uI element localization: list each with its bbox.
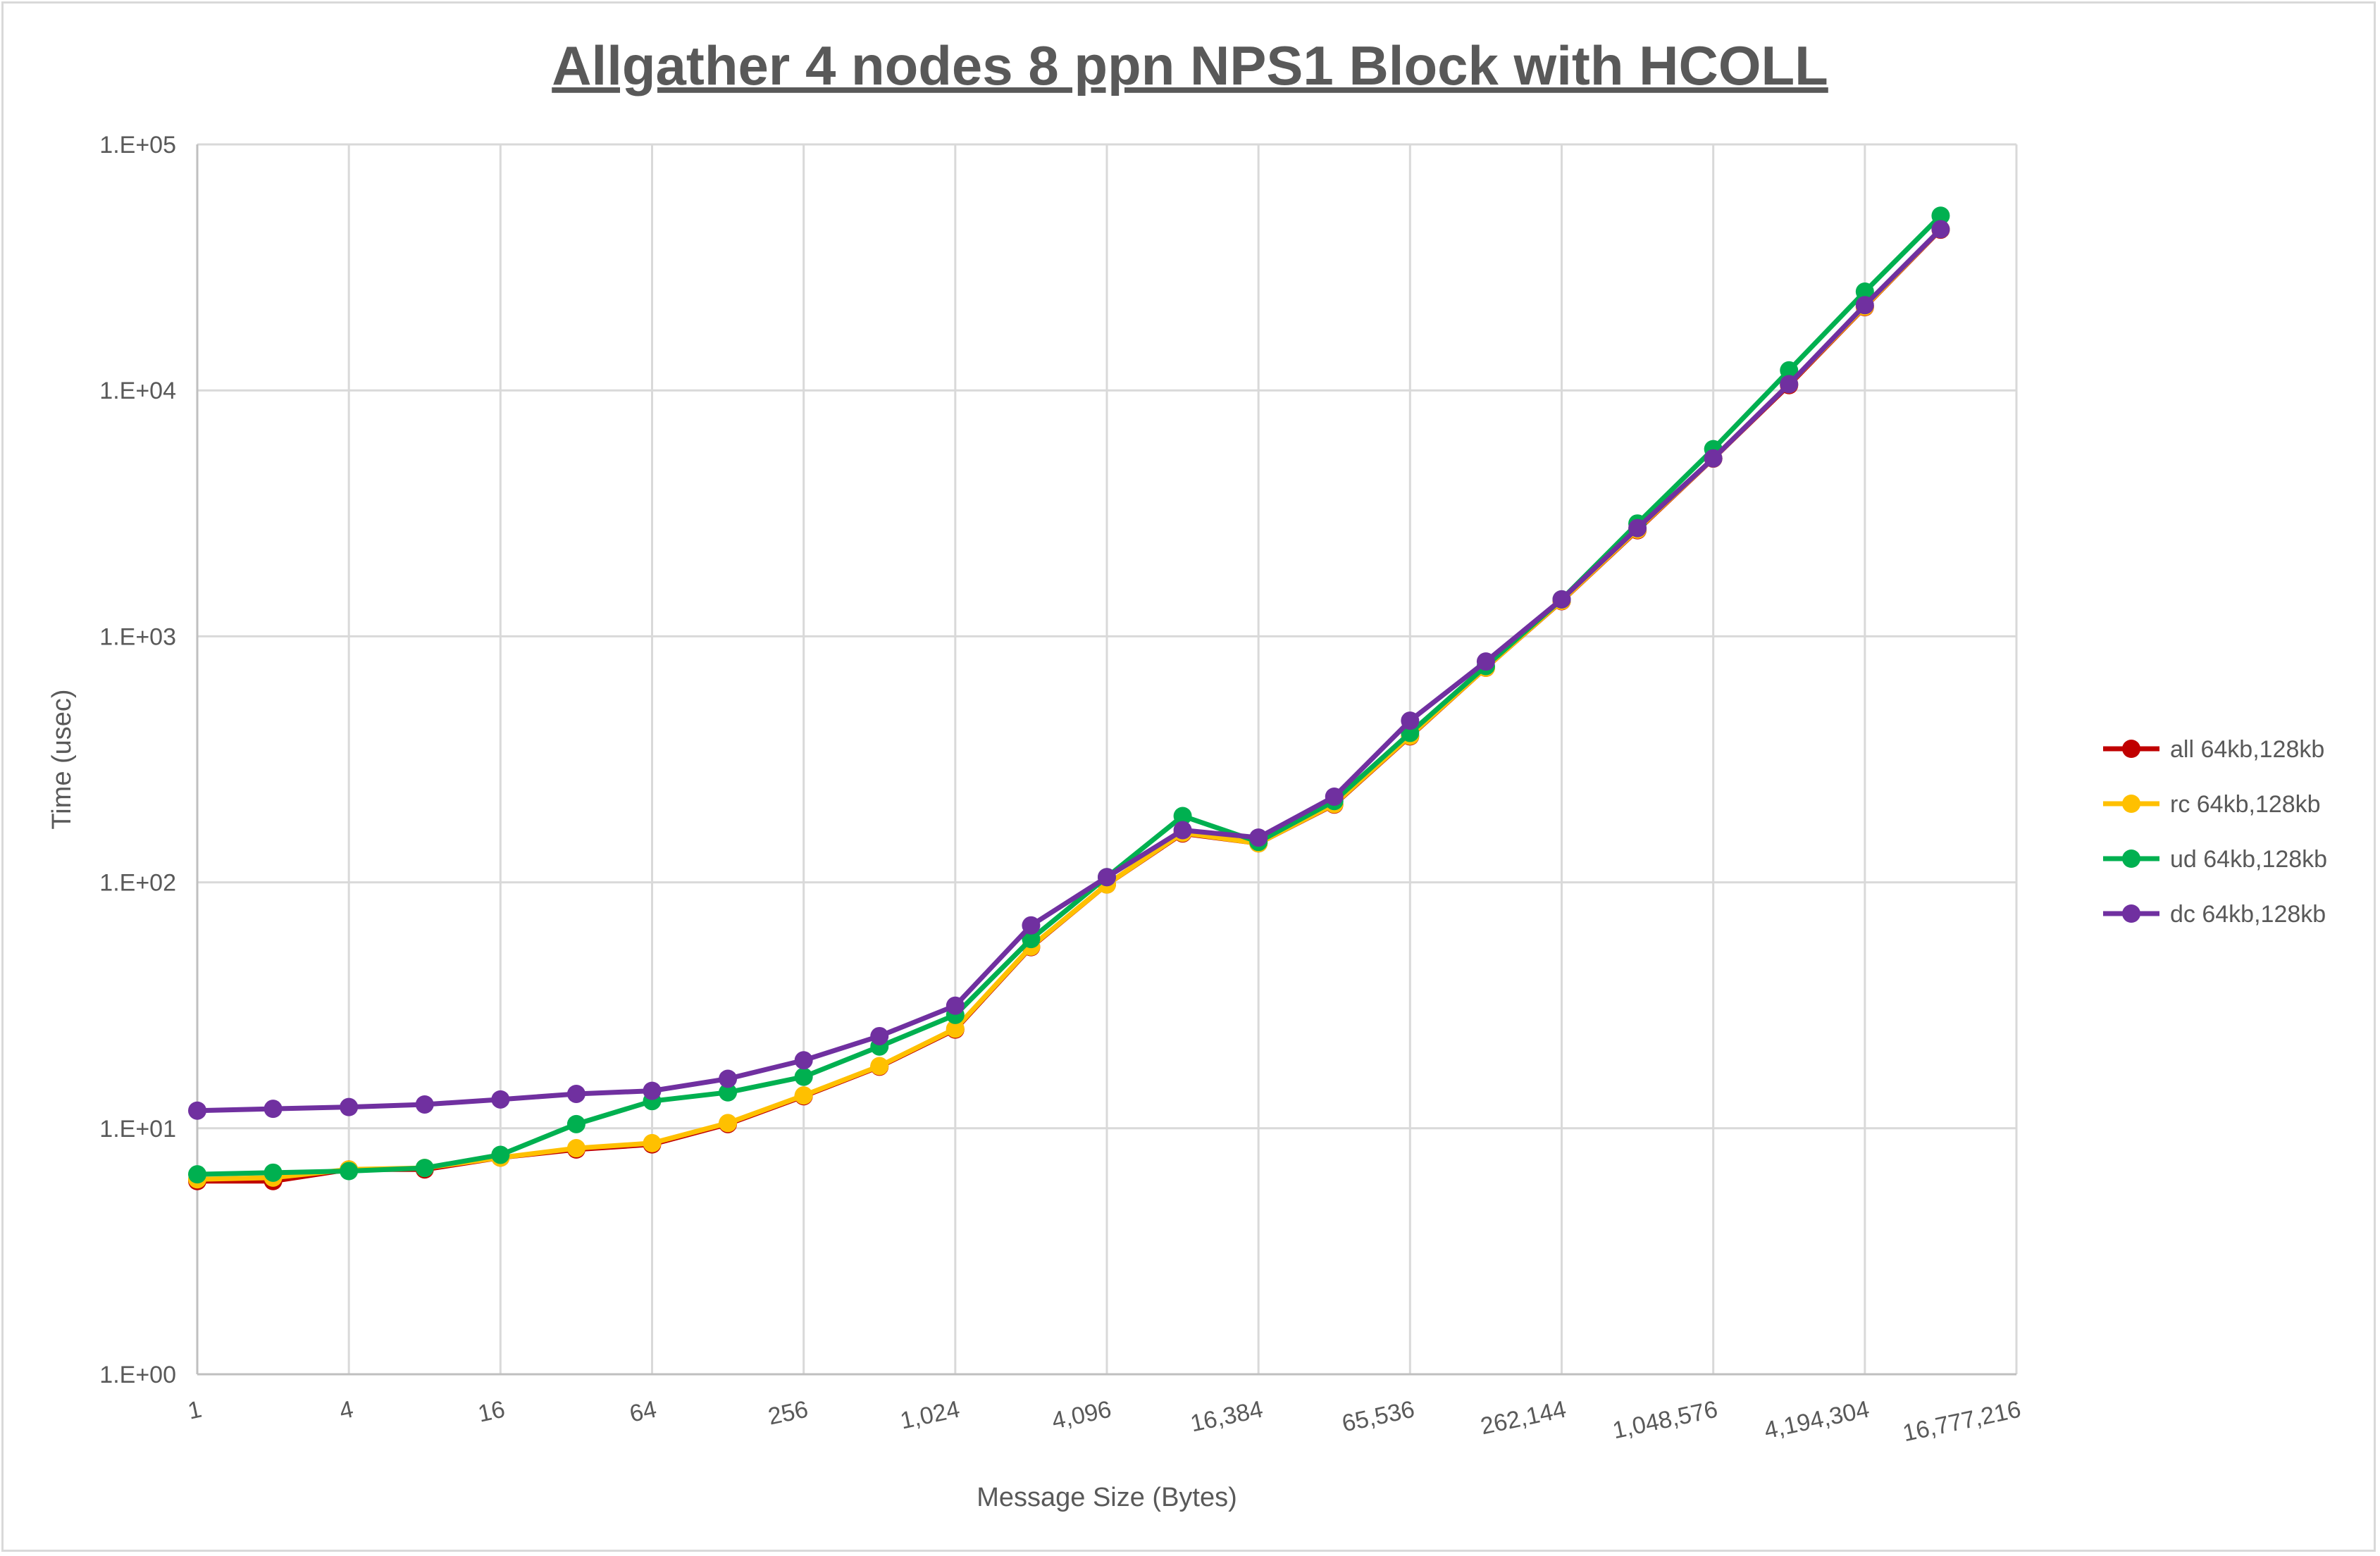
x-tick-label: 65,536 [1339,1396,1417,1438]
x-tick-label: 16,384 [1188,1396,1265,1438]
legend-item: all 64kb,128kb [2103,736,2324,763]
legend-item: dc 64kb,128kb [2103,901,2326,928]
x-tick-label: 64 [627,1396,659,1428]
data-point [264,1100,283,1119]
data-point [719,1069,738,1088]
data-point [946,1019,965,1038]
x-tick-label: 1,048,576 [1610,1396,1720,1445]
data-point [794,1086,813,1105]
data-point [415,1095,434,1114]
series-line [197,227,1942,1182]
data-point [1098,868,1116,887]
series-line [197,227,1942,1114]
series-rc [188,220,1950,1189]
data-point [794,1067,813,1086]
data-point [719,1114,738,1133]
legend: all 64kb,128kb rc 64kb,128kb ud 64kb,128kb… [2103,736,2327,928]
data-point [719,1083,738,1102]
data-point [566,1084,585,1103]
legend-label: ud 64kb,128kb [2170,846,2327,873]
y-axis-title: Time (usec) [47,689,77,829]
series-dc [188,220,1950,1120]
data-point [1931,206,1950,225]
data-point [643,1081,662,1100]
legend-dot-marker [2122,795,2140,813]
legend-item: rc 64kb,128kb [2103,791,2321,818]
data-point [643,1133,662,1152]
x-tick-label: 1 [185,1396,204,1425]
data-point [1780,361,1799,380]
legend-dot-marker [2122,849,2140,868]
data-point [1780,375,1799,394]
data-point [1401,711,1420,730]
data-point [794,1051,813,1070]
y-tick-label: 1.E+01 [99,1116,176,1143]
data-point [1704,449,1723,468]
x-axis-title: Message Size (Bytes) [977,1483,1237,1512]
data-point [1476,652,1495,671]
legend-dot-marker [2122,904,2140,923]
legend-label: rc 64kb,128kb [2170,791,2321,818]
series-group [188,206,1950,1190]
chart-title: Allgather 4 nodes 8 ppn NPS1 Block with … [552,35,1828,97]
data-point [188,1165,206,1184]
y-tick-label: 1.E+03 [99,623,176,650]
x-tick-label: 256 [766,1396,810,1431]
data-point [1628,518,1647,537]
data-point [415,1159,434,1178]
data-point [491,1145,510,1164]
data-point [491,1090,510,1109]
legend-item: ud 64kb,128kb [2103,846,2327,873]
data-point [1173,821,1192,840]
y-axis-ticks: 1.E+00 1.E+01 1.E+02 1.E+03 1.E+04 1.E+05 [99,132,176,1388]
data-point [1552,590,1571,609]
data-point [870,1057,889,1076]
data-point [340,1097,359,1116]
series-all [188,220,1950,1190]
data-point [264,1163,283,1182]
y-tick-label: 1.E+00 [99,1362,176,1388]
y-tick-label: 1.E+05 [99,132,176,158]
x-tick-label: 16,777,216 [1900,1396,2023,1448]
data-point [870,1026,889,1045]
legend-label: dc 64kb,128kb [2170,901,2326,928]
data-point [340,1162,359,1181]
data-point [1855,296,1874,315]
x-tick-label: 262,144 [1478,1396,1568,1440]
x-tick-label: 4,194,304 [1762,1396,1872,1445]
y-tick-label: 1.E+04 [99,378,176,404]
data-point [566,1139,585,1158]
series-line [197,228,1942,1184]
x-tick-label: 1,024 [898,1396,962,1435]
data-point [188,1101,206,1120]
series-ud [188,206,1950,1184]
gridlines [196,143,2018,1376]
series-line [197,213,1942,1177]
data-point [1855,282,1874,301]
y-tick-label: 1.E+02 [99,870,176,897]
data-point [1931,220,1950,239]
data-point [566,1114,585,1133]
legend-label: all 64kb,128kb [2170,736,2324,763]
data-point [1173,807,1192,826]
data-point [1022,930,1041,949]
x-tick-label: 16 [476,1396,507,1428]
x-axis-ticks: 1 4 16 64 256 1,024 4,096 16,384 65,536 262,144 1,… [185,1396,2023,1448]
data-point [946,996,965,1015]
data-point [1325,787,1344,806]
data-point [1022,916,1041,935]
x-tick-label: 4,096 [1050,1396,1114,1435]
data-point [1249,828,1268,847]
x-tick-label: 4 [337,1396,355,1425]
legend-dot-marker [2122,740,2140,758]
